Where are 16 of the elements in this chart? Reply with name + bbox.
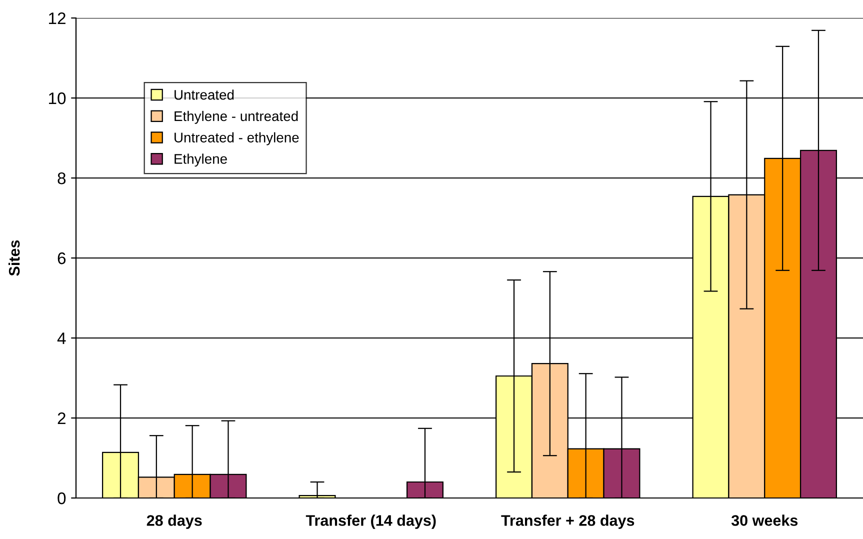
legend-label: Ethylene - untreated — [174, 110, 298, 124]
x-tick-label: 30 weeks — [731, 514, 798, 526]
y-tick-label: 6 — [58, 252, 66, 264]
legend-label: Ethylene — [174, 154, 227, 167]
x-tick-label: Transfer + 28 days — [501, 514, 634, 529]
legend-label: Untreated — [174, 90, 234, 100]
y-tick-label: 2 — [58, 412, 66, 424]
y-tick-label: 8 — [58, 172, 66, 184]
x-tick-label: Transfer (14 days) — [306, 514, 436, 529]
x-tick-label: 28 days — [146, 514, 202, 529]
legend-label: Untreated - ethylene — [174, 132, 299, 146]
y-axis-title: Sites — [8, 240, 20, 276]
y-tick-label: 4 — [57, 332, 66, 344]
y-tick-label: 12 — [49, 12, 66, 24]
y-tick-label: 0 — [58, 492, 66, 504]
y-tick-label: 10 — [49, 92, 66, 104]
